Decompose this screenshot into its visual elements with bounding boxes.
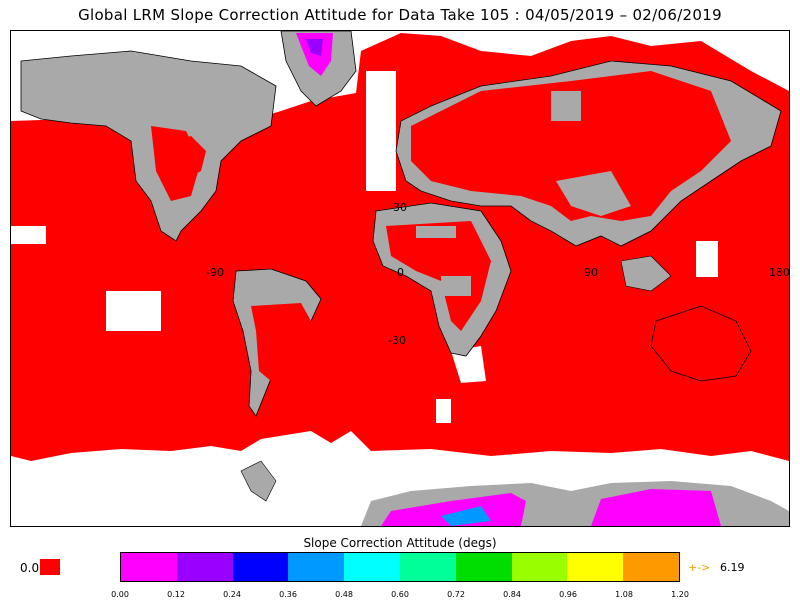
colorbar-tick: 0.96 <box>559 590 577 599</box>
grid-label-lon-180: 180 <box>769 266 789 279</box>
colorbar-tick: 1.08 <box>615 590 633 599</box>
no-data-patch <box>451 346 486 383</box>
world-map-canvas: -90 0 90 180 30 -30 <box>11 31 789 526</box>
no-data-patch <box>436 399 451 423</box>
colorbar-segment <box>567 553 624 581</box>
antarctica-ice <box>591 489 721 526</box>
tierra-del-fuego <box>240 460 277 502</box>
eurasia-data-overlay <box>411 71 731 221</box>
no-data-patch <box>696 241 718 277</box>
grid-label-lon-0: 0 <box>397 266 404 279</box>
world-map: -90 0 90 180 30 -30 <box>10 30 790 527</box>
colorbar-segment <box>121 553 177 581</box>
na-data-overlay <box>151 126 201 201</box>
grid-label-lat-minus-30: -30 <box>388 334 406 347</box>
colorbar-segment <box>176 553 233 581</box>
sa-data-overlay <box>251 303 311 381</box>
land-gap <box>416 226 456 238</box>
colorbar-tick: 0.24 <box>223 590 241 599</box>
zero-value-label: 0.0 <box>20 561 40 575</box>
australia-land <box>650 305 752 382</box>
colorbar-tick: 0.60 <box>391 590 409 599</box>
colorbar <box>120 552 680 582</box>
colorbar-segment <box>399 553 456 581</box>
greenland-ice <box>296 33 333 76</box>
colorbar-tick: 0.72 <box>447 590 465 599</box>
land-gap <box>441 276 471 296</box>
antarctica-ice-west <box>381 493 526 526</box>
se-asia-islands <box>620 255 672 292</box>
colorbar-ticks: 0.00 0.12 0.24 0.36 0.48 0.60 0.72 0.84 … <box>111 590 689 600</box>
colorbar-segment <box>232 553 289 581</box>
africa-data-overlay <box>386 221 491 331</box>
greenland-ice-mid <box>306 39 323 56</box>
colorbar-tick: 1.20 <box>671 590 689 599</box>
land-gap <box>551 91 581 121</box>
colorbar-segment <box>455 553 512 581</box>
colorbar-tick: 0.48 <box>335 590 353 599</box>
colorbar-segment <box>288 553 345 581</box>
colorbar-segment <box>344 553 400 581</box>
colorbar-segment <box>623 553 679 581</box>
land-gap <box>556 171 631 216</box>
overflow-max-value: 6.19 <box>720 561 745 574</box>
grid-label-lat-30: 30 <box>393 201 407 214</box>
colorbar-tick: 0.36 <box>279 590 297 599</box>
no-data-patch <box>366 71 396 191</box>
colorbar-tick: 0.84 <box>503 590 521 599</box>
grid-label-lon-minus-90: -90 <box>206 266 224 279</box>
map-title: Global LRM Slope Correction Attitude for… <box>78 6 722 24</box>
north-america-land <box>20 50 277 242</box>
overflow-arrow-icon: +-> <box>688 561 711 574</box>
colorbar-tick: 0.00 <box>111 590 129 599</box>
no-data-patch <box>106 291 161 331</box>
antarctica-ice-blue <box>441 506 491 526</box>
no-data-patch <box>11 226 46 244</box>
grid-label-lon-90: 90 <box>584 266 598 279</box>
zero-value-swatch <box>40 559 60 575</box>
colorbar-tick: 0.12 <box>167 590 185 599</box>
colorbar-segment <box>511 553 568 581</box>
colorbar-title: Slope Correction Attitude (degs) <box>303 536 497 550</box>
